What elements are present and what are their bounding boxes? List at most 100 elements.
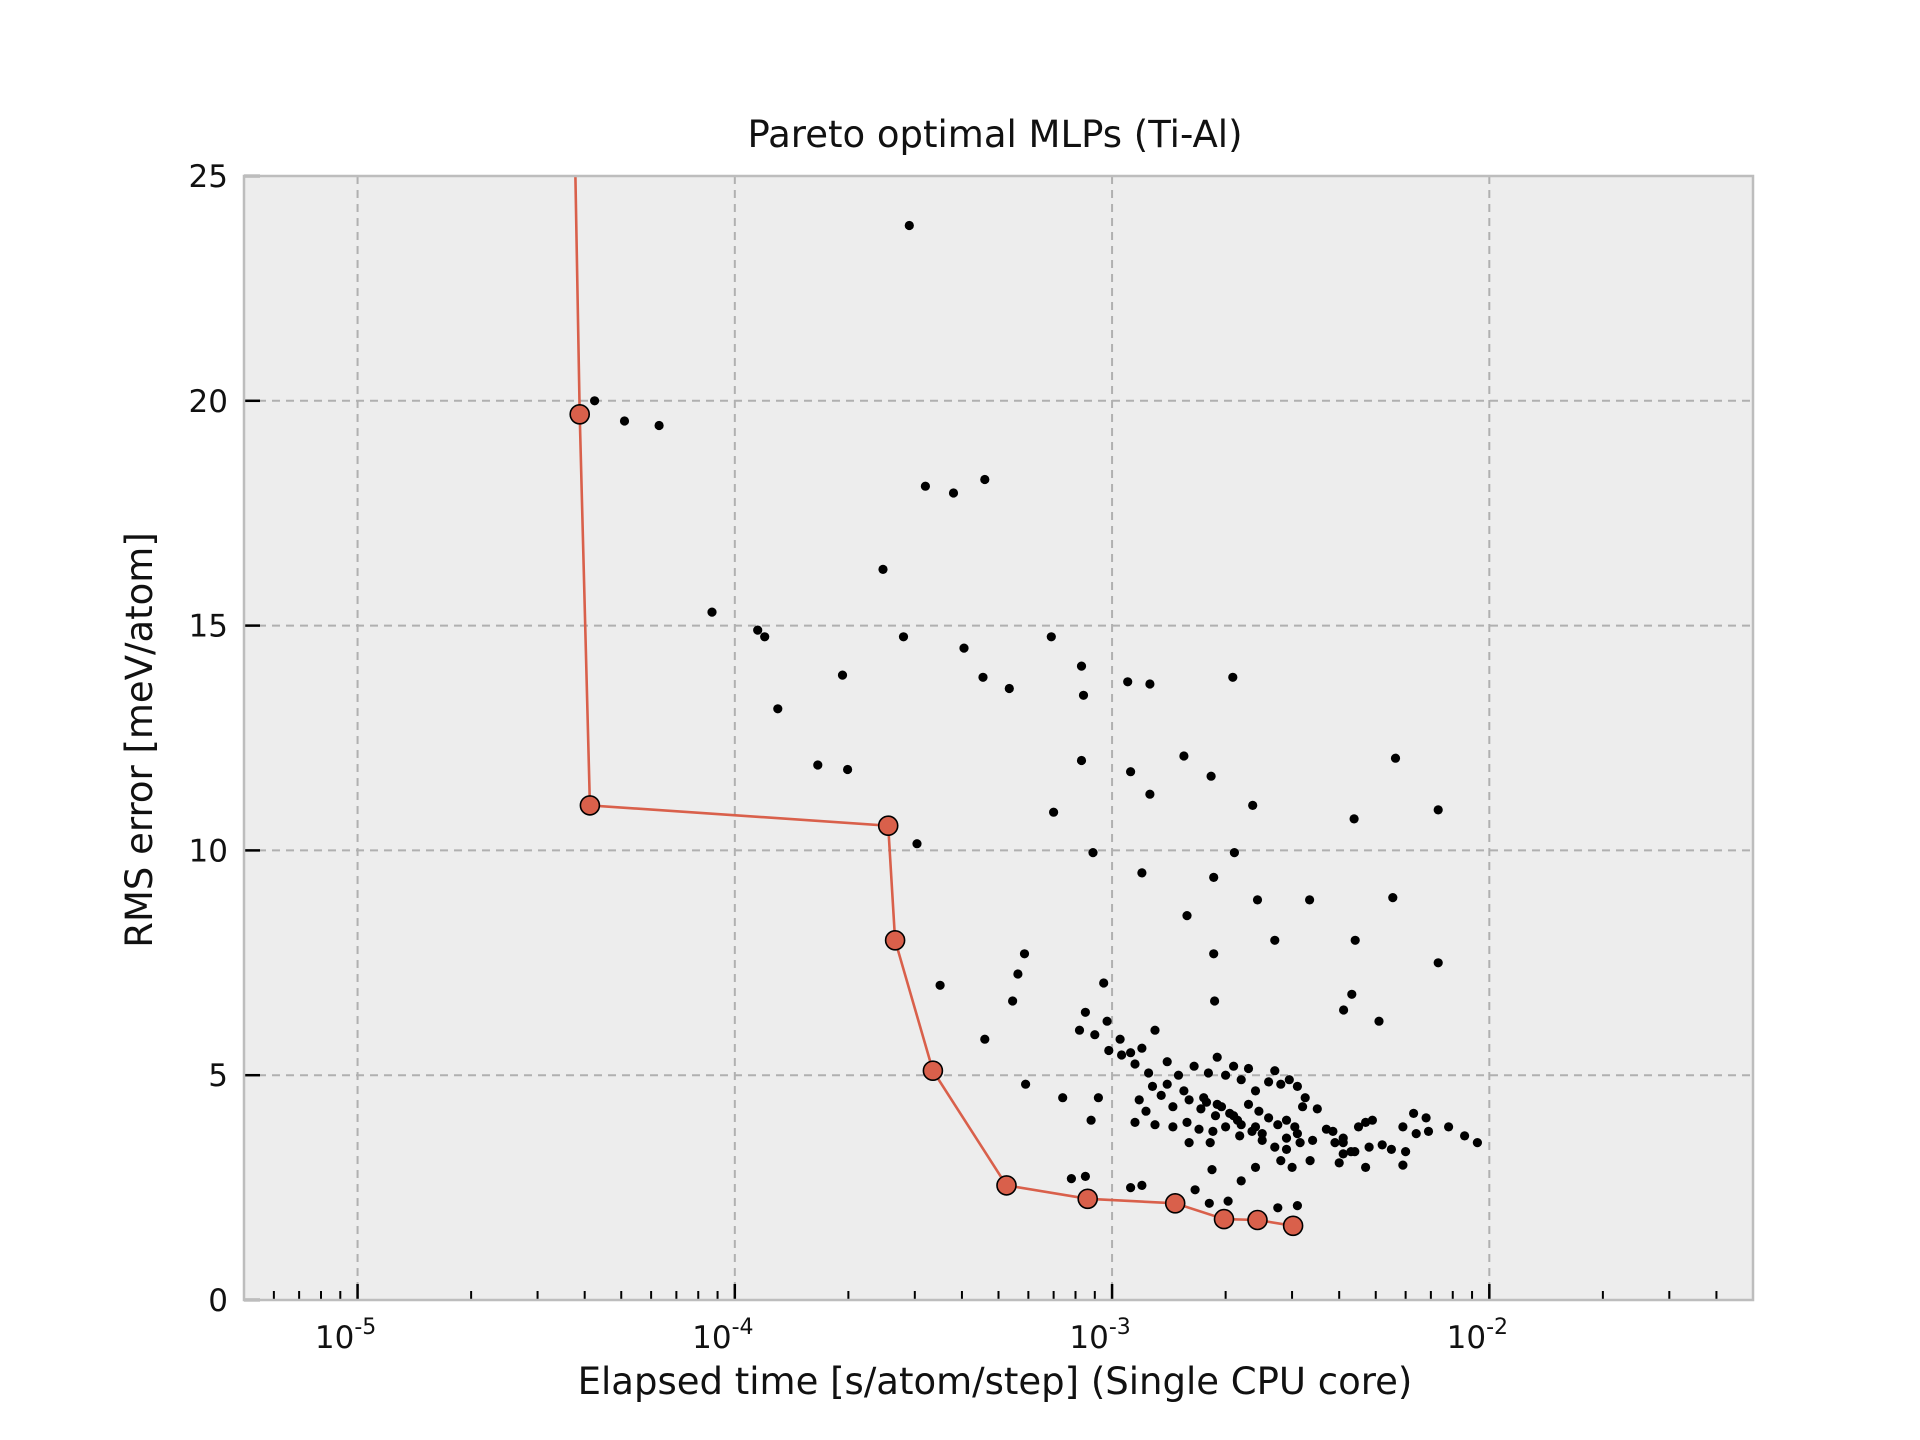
- scatter-point: [904, 220, 914, 231]
- scatter-point: [1204, 1198, 1214, 1208]
- scatter-point: [753, 625, 763, 635]
- scatter-point: [1460, 1131, 1470, 1141]
- scatter-point: [1130, 1117, 1140, 1127]
- scatter-point: [619, 416, 630, 426]
- x-tick-label: 10-2: [1447, 1315, 1508, 1356]
- scatter-point: [1123, 677, 1133, 687]
- pareto-point: [569, 403, 591, 425]
- scatter-point: [1248, 800, 1258, 811]
- scatter-point: [1126, 1048, 1136, 1058]
- pareto-series: [569, 175, 1304, 1237]
- scatter-point: [1209, 949, 1219, 959]
- scatter-point: [1338, 1149, 1348, 1159]
- scatter-point: [1210, 1111, 1221, 1121]
- scatter-point: [1194, 1124, 1204, 1134]
- x-minor-ticks: [272, 1291, 1754, 1300]
- pareto-point: [579, 795, 601, 816]
- scatter-point: [843, 764, 853, 775]
- scatter-point: [1144, 1068, 1154, 1078]
- scatter-point: [1339, 1005, 1349, 1015]
- scatter-point: [1223, 1196, 1233, 1206]
- scatter-point: [1145, 789, 1155, 799]
- scatter-point: [1235, 1131, 1245, 1141]
- x-tick-labels: 10-5 10-4 10-3 10-2: [315, 1315, 1508, 1356]
- scatter-point: [1377, 1140, 1387, 1150]
- scatter-point: [1134, 1095, 1144, 1105]
- scatter-point: [948, 488, 959, 498]
- scatter-point: [1066, 1174, 1076, 1184]
- scatter-point: [1284, 1075, 1294, 1085]
- scatter-point: [1349, 814, 1359, 824]
- scatter-point: [1190, 1185, 1200, 1195]
- scatter-point: [920, 481, 931, 491]
- scatter-point: [1137, 1043, 1147, 1053]
- scatter-point: [1287, 1162, 1297, 1172]
- scatter-point: [1305, 1156, 1315, 1166]
- scatter-point: [1250, 1086, 1261, 1096]
- pareto-point: [1247, 1209, 1268, 1231]
- pareto-point: [996, 1175, 1017, 1196]
- y-axis-label: RMS error [meV/atom]: [118, 532, 161, 948]
- pareto-point: [1077, 1188, 1098, 1210]
- scatter-point: [1126, 767, 1136, 777]
- scatter-point: [1189, 1061, 1199, 1071]
- scatter-point: [1199, 1093, 1209, 1103]
- scatter-point: [1250, 1122, 1261, 1132]
- y-tick-label: 15: [189, 609, 228, 645]
- scatter-point: [1088, 848, 1098, 858]
- scatter-point: [1472, 1138, 1482, 1148]
- scatter-point: [898, 632, 909, 642]
- scatter-point: [935, 980, 945, 990]
- scatter-point: [1361, 1162, 1371, 1172]
- scatter-point: [1004, 683, 1014, 694]
- scatter-point: [1049, 807, 1059, 817]
- scatter-point: [760, 632, 770, 642]
- scatter-point: [978, 672, 988, 682]
- scatter-point: [1145, 679, 1155, 689]
- scatter-point: [1102, 1016, 1112, 1026]
- scatter-point: [1257, 1135, 1267, 1145]
- scatter-point: [1308, 1135, 1318, 1145]
- y-tick-label: 20: [189, 384, 228, 420]
- scatter-point: [1270, 935, 1280, 945]
- scatter-point: [1270, 1142, 1280, 1152]
- x-tick-label: 10-5: [315, 1315, 376, 1356]
- scatter-point: [1353, 1122, 1364, 1132]
- scatter-point: [1305, 895, 1315, 905]
- scatter-point: [1046, 632, 1056, 642]
- scatter-point: [1137, 868, 1147, 878]
- scatter-point: [1250, 1162, 1261, 1172]
- scatter-point: [1281, 1144, 1292, 1154]
- scatter-point: [1386, 1144, 1396, 1154]
- scatter-point: [1210, 996, 1220, 1006]
- scatter-point: [1264, 1077, 1274, 1087]
- scatter-point: [1421, 1113, 1431, 1123]
- scatter-point: [1409, 1108, 1419, 1118]
- x-tick-label: 10-4: [692, 1315, 753, 1356]
- scatter-point: [1243, 1063, 1254, 1074]
- scatter-point: [1229, 848, 1239, 858]
- scatter-point: [1229, 1111, 1239, 1121]
- scatter-point: [1292, 1081, 1302, 1091]
- scatter-point: [1398, 1122, 1408, 1132]
- scatter-point: [1273, 1120, 1283, 1130]
- scatter-point: [1295, 1138, 1305, 1148]
- scatter-point: [1292, 1201, 1302, 1211]
- scatter-point: [1086, 1115, 1096, 1125]
- scatter-point: [1252, 895, 1263, 905]
- scatter-point: [1207, 1165, 1217, 1175]
- scatter-point: [959, 643, 969, 653]
- scatter-point: [1209, 872, 1219, 883]
- scatter-point: [1270, 1066, 1280, 1076]
- scatter-point: [1008, 996, 1018, 1006]
- scatter-point: [1364, 1142, 1374, 1152]
- pareto-point: [884, 929, 906, 951]
- scatter-point: [1330, 1138, 1340, 1148]
- x-axis-label: Elapsed time [s/atom/step] (Single CPU c…: [578, 1360, 1413, 1403]
- scatter-point: [1184, 1095, 1194, 1105]
- scatter-point: [1117, 1050, 1127, 1060]
- scatter-point: [1093, 1093, 1103, 1103]
- scatter-point: [773, 704, 783, 714]
- chart-title: Pareto optimal MLPs (Ti-Al): [747, 113, 1242, 156]
